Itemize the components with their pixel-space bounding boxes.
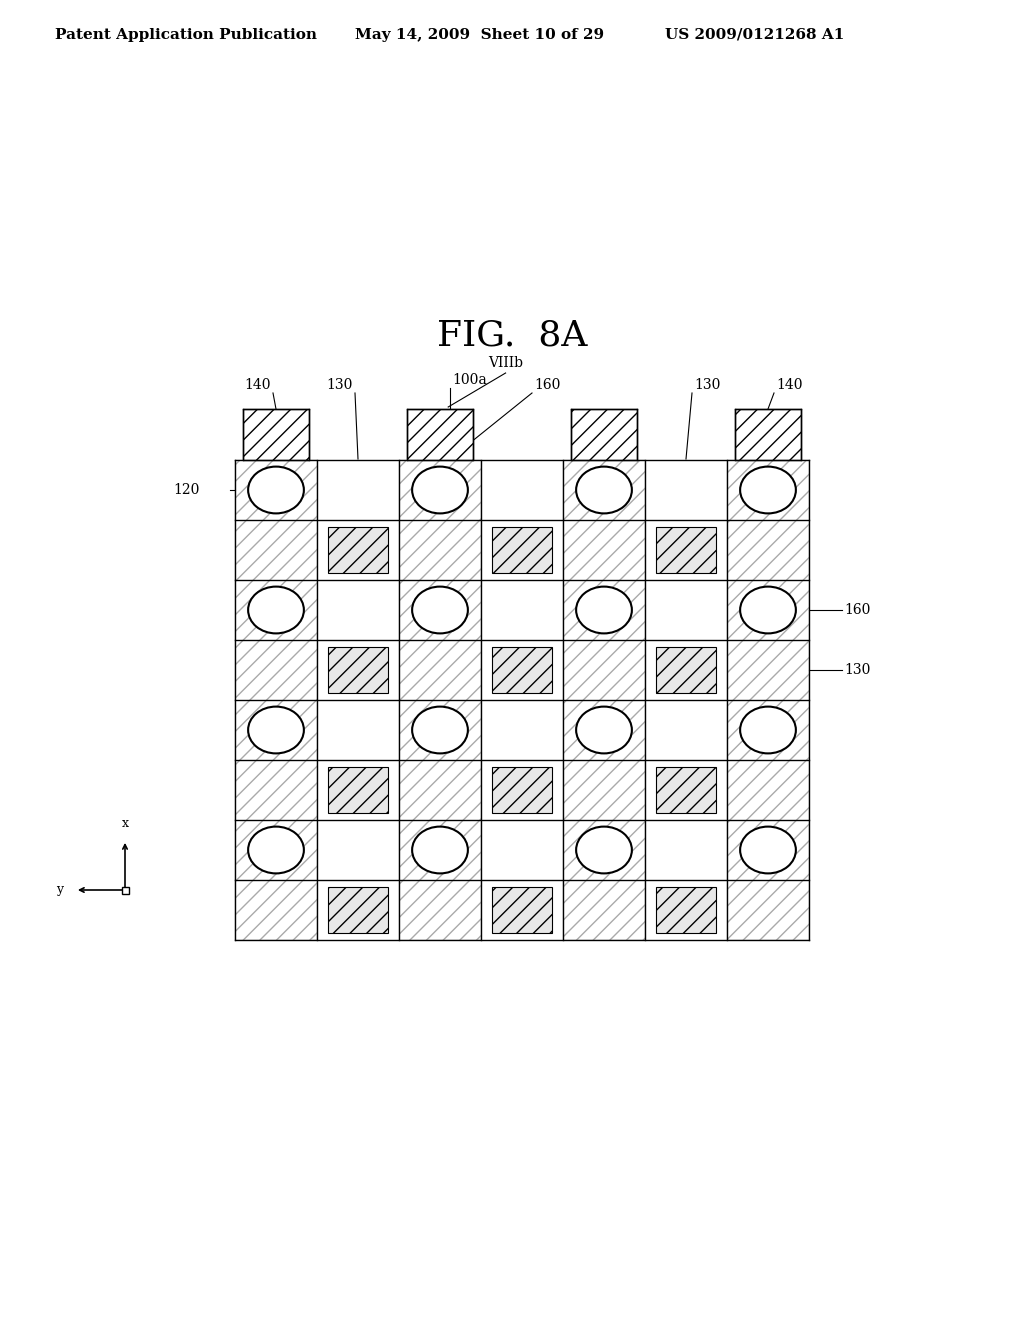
Bar xyxy=(735,409,801,459)
Bar xyxy=(493,767,552,813)
Bar xyxy=(408,409,473,459)
Bar xyxy=(329,887,387,933)
Ellipse shape xyxy=(412,706,468,754)
Ellipse shape xyxy=(248,706,304,754)
Ellipse shape xyxy=(412,586,468,634)
Bar xyxy=(329,767,387,813)
Text: 140: 140 xyxy=(245,378,271,392)
Bar xyxy=(493,887,552,933)
Text: 160: 160 xyxy=(534,378,560,392)
Bar xyxy=(234,459,317,940)
Text: 130: 130 xyxy=(844,663,870,677)
Text: May 14, 2009  Sheet 10 of 29: May 14, 2009 Sheet 10 of 29 xyxy=(355,28,604,42)
Ellipse shape xyxy=(740,466,796,513)
Ellipse shape xyxy=(740,706,796,754)
Text: 100a: 100a xyxy=(452,374,486,387)
Ellipse shape xyxy=(577,586,632,634)
Bar xyxy=(727,459,809,940)
Text: US 2009/0121268 A1: US 2009/0121268 A1 xyxy=(665,28,845,42)
Ellipse shape xyxy=(412,466,468,513)
Bar xyxy=(563,459,645,940)
Ellipse shape xyxy=(248,586,304,634)
Bar xyxy=(656,647,716,693)
Bar xyxy=(329,527,387,573)
Ellipse shape xyxy=(740,826,796,874)
Text: 130: 130 xyxy=(694,378,720,392)
Bar xyxy=(493,527,552,573)
Ellipse shape xyxy=(740,586,796,634)
Text: 120: 120 xyxy=(174,483,200,498)
Ellipse shape xyxy=(577,826,632,874)
Text: 140: 140 xyxy=(776,378,803,392)
Bar xyxy=(329,647,387,693)
Bar xyxy=(645,459,727,940)
Text: VIIIb: VIIIb xyxy=(488,356,523,370)
Bar xyxy=(481,459,563,940)
Text: 130: 130 xyxy=(327,378,353,392)
Bar xyxy=(656,527,716,573)
Bar xyxy=(317,459,399,940)
Text: x: x xyxy=(122,817,128,830)
Bar xyxy=(571,409,637,459)
Ellipse shape xyxy=(577,706,632,754)
Text: Patent Application Publication: Patent Application Publication xyxy=(55,28,317,42)
Text: y: y xyxy=(56,883,63,896)
Ellipse shape xyxy=(248,466,304,513)
Bar xyxy=(493,647,552,693)
Bar xyxy=(244,409,309,459)
Bar xyxy=(399,459,481,940)
Bar xyxy=(656,767,716,813)
Text: 160: 160 xyxy=(844,603,870,616)
Ellipse shape xyxy=(248,826,304,874)
Bar xyxy=(656,887,716,933)
Ellipse shape xyxy=(412,826,468,874)
Ellipse shape xyxy=(577,466,632,513)
Text: FIG.  8A: FIG. 8A xyxy=(437,318,587,352)
Bar xyxy=(122,887,128,894)
